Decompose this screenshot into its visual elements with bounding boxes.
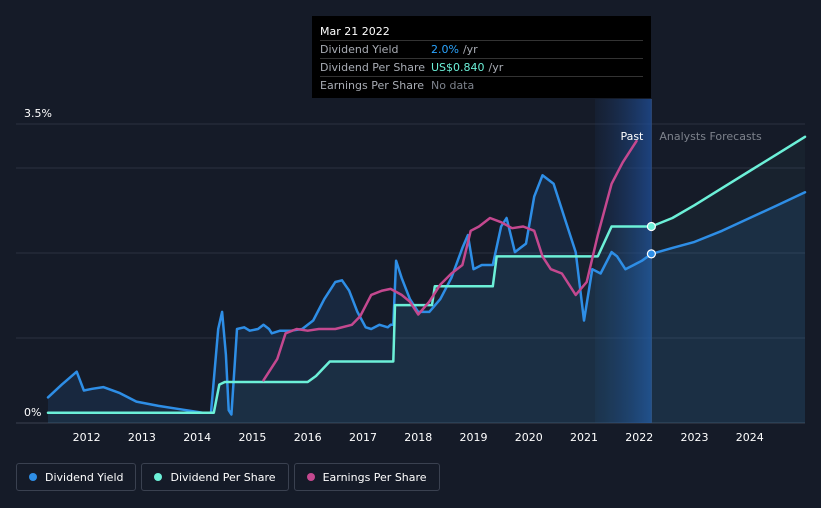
x-tick-label: 2015 — [238, 431, 266, 444]
legend-item-dividend-per-share[interactable]: Dividend Per Share — [141, 463, 289, 491]
x-tick-label: 2017 — [349, 431, 377, 444]
tooltip-key: Earnings Per Share — [320, 79, 425, 92]
legend-item-dividend-yield[interactable]: Dividend Yield — [16, 463, 137, 491]
x-tick-label: 2012 — [73, 431, 101, 444]
x-tick-label: 2019 — [459, 431, 487, 444]
dividend-yield-line — [46, 174, 807, 416]
x-tick-label: 2014 — [183, 431, 211, 444]
tooltip-unit: /yr — [488, 61, 504, 74]
dividend-per-share-line — [46, 135, 807, 414]
forecast-label: Analysts Forecasts — [659, 130, 762, 143]
legend-label: Dividend Yield — [45, 470, 124, 484]
tooltip-row-dividend-yield: Dividend Yield 2.0% /yr — [320, 41, 643, 59]
legend-label: Earnings Per Share — [322, 470, 427, 484]
dividend-per-share-area — [48, 136, 805, 424]
y-tick-label: 0% — [24, 406, 41, 419]
x-tick-label: 2013 — [128, 431, 156, 444]
earnings-per-share-line — [262, 139, 638, 382]
x-tick-label: 2016 — [294, 431, 322, 444]
tooltip-value: US$0.840 — [431, 61, 485, 74]
x-tick-label: 2022 — [625, 431, 653, 444]
tooltip-unit: /yr — [462, 43, 478, 56]
legend: Dividend Yield Dividend Per Share Earnin… — [16, 463, 440, 493]
tooltip-row-dividend-per-share: Dividend Per Share US$0.840 /yr — [320, 59, 643, 77]
tooltip-value: No data — [431, 79, 475, 92]
x-tick-label: 2023 — [680, 431, 708, 444]
legend-dot-icon — [306, 473, 315, 481]
x-tick-label: 2021 — [570, 431, 598, 444]
current-value-marker — [646, 249, 656, 259]
tooltip-row-earnings-per-share: Earnings Per Share No data — [320, 77, 643, 94]
tooltip-date: Mar 21 2022 — [320, 23, 643, 41]
tooltip: Mar 21 2022 Dividend Yield 2.0% /yr Divi… — [312, 16, 651, 98]
current-value-marker — [646, 221, 656, 232]
past-label: Past — [620, 130, 644, 143]
x-tick-label: 2018 — [404, 431, 432, 444]
y-tick-label: 3.5% — [24, 107, 52, 120]
legend-label: Dividend Per Share — [170, 470, 276, 484]
tooltip-value: 2.0% — [431, 43, 459, 56]
legend-item-earnings-per-share[interactable]: Earnings Per Share — [293, 463, 440, 491]
x-tick-label: 2024 — [736, 431, 764, 444]
dividend-yield-area — [48, 175, 805, 423]
x-tick-label: 2020 — [515, 431, 543, 444]
legend-dot-icon — [29, 473, 37, 481]
tooltip-key: Dividend Per Share — [320, 61, 426, 74]
tooltip-key: Dividend Yield — [320, 43, 399, 56]
legend-dot-icon — [154, 473, 163, 481]
